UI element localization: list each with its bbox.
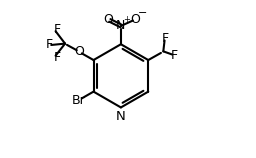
Text: −: − bbox=[138, 8, 147, 18]
Text: N: N bbox=[116, 19, 126, 32]
Text: O: O bbox=[130, 13, 140, 26]
Text: +: + bbox=[123, 15, 130, 24]
Text: Br: Br bbox=[72, 94, 85, 107]
Text: F: F bbox=[54, 51, 61, 64]
Text: F: F bbox=[54, 23, 61, 36]
Text: O: O bbox=[103, 13, 113, 26]
Text: N: N bbox=[116, 110, 126, 123]
Text: F: F bbox=[46, 39, 53, 52]
Text: F: F bbox=[161, 32, 168, 45]
Text: O: O bbox=[74, 45, 84, 58]
Text: F: F bbox=[171, 49, 178, 62]
